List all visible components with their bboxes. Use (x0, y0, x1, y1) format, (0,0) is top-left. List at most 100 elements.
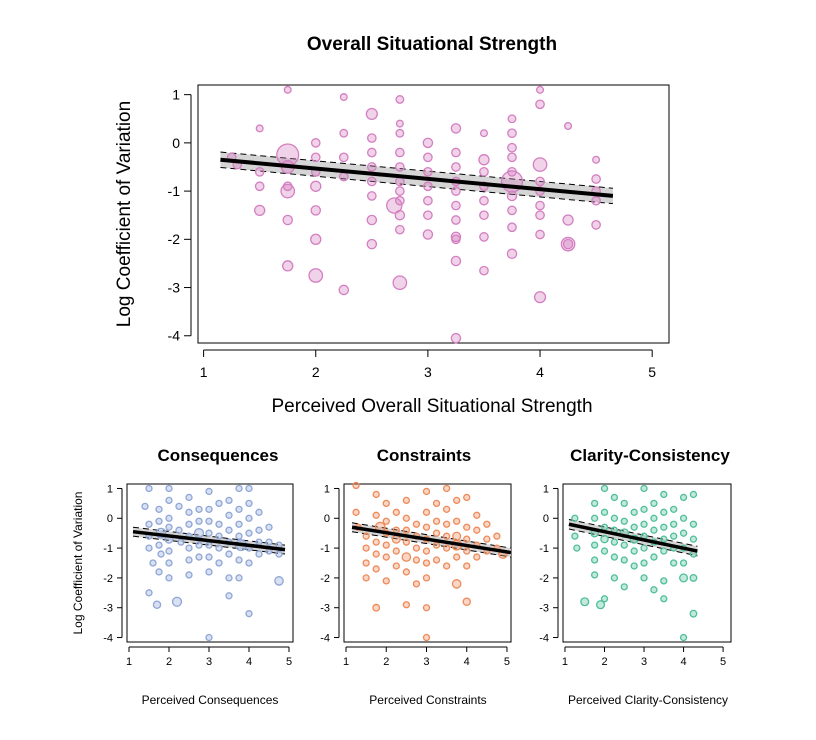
data-point (442, 520, 451, 528)
data-point (450, 332, 462, 344)
regression-line (132, 529, 286, 552)
data-point (600, 595, 609, 603)
data-point (600, 547, 609, 555)
y-tick-label: -3 (168, 279, 181, 295)
data-point (451, 162, 461, 172)
data-point (310, 205, 322, 216)
data-point (451, 215, 461, 225)
data-point (422, 523, 431, 531)
data-point (155, 505, 163, 513)
data-point (670, 532, 678, 540)
data-point (600, 508, 609, 516)
data-point (679, 573, 689, 583)
data-point (660, 547, 668, 555)
data-point (591, 195, 601, 206)
y-tick-label: -4 (103, 632, 113, 644)
data-point (442, 544, 451, 552)
data-point (225, 592, 233, 600)
data-point (235, 505, 243, 513)
data-point (308, 268, 324, 283)
data-point (422, 574, 431, 582)
data-point (506, 248, 518, 260)
data-point (225, 526, 233, 534)
clarity-x-label: Perceived Clarity-Consistency (568, 693, 728, 707)
data-point (479, 195, 489, 206)
data-point (395, 119, 404, 128)
consequences-title: Consequences (158, 446, 279, 465)
x-tick-label: 4 (464, 656, 470, 668)
data-point (152, 600, 162, 609)
data-point (562, 214, 574, 226)
data-point (177, 538, 185, 546)
data-point (423, 166, 433, 177)
data-point (630, 562, 638, 570)
data-point (473, 511, 481, 519)
consequences-panel: Consequences 1 2 3 4 5 1 0 -1 -2 -3 -4 Perceived C… (71, 446, 294, 707)
data-point (362, 559, 370, 567)
data-point (282, 260, 294, 272)
data-point (573, 544, 581, 552)
data-point (422, 229, 434, 240)
data-point (165, 574, 173, 582)
data-point (205, 529, 213, 537)
data-point (145, 484, 153, 493)
data-point (507, 114, 517, 124)
data-point (175, 526, 183, 534)
data-point (650, 514, 658, 522)
y-tick-label: -1 (320, 543, 330, 555)
data-point (571, 532, 579, 540)
data-point (366, 176, 377, 187)
data-point (310, 180, 322, 192)
y-tick-label: -2 (168, 231, 181, 247)
confidence-bound-line (351, 522, 512, 549)
data-point (366, 238, 378, 250)
y-tick-label: -1 (168, 183, 181, 199)
data-point (339, 93, 348, 102)
data-point (155, 541, 163, 549)
data-point (478, 154, 490, 166)
data-point (479, 232, 489, 242)
data-point (255, 124, 264, 133)
data-point (402, 601, 411, 609)
data-point (600, 534, 609, 544)
data-point (338, 171, 349, 182)
data-point (171, 596, 183, 607)
data-point (689, 573, 698, 582)
data-point (195, 505, 203, 513)
data-point (423, 152, 433, 163)
x-axis-label: Perceived Overall Situational Strength (271, 396, 592, 417)
data-point (255, 508, 263, 516)
y-tick-label: 0 (172, 135, 180, 151)
data-point (402, 538, 411, 546)
x-tick-label: 3 (423, 656, 429, 668)
data-point (610, 514, 619, 522)
data-point (451, 200, 461, 211)
data-point (571, 514, 579, 522)
data-point (145, 589, 153, 597)
data-point (394, 209, 406, 221)
data-point (562, 238, 574, 250)
confidence-bound-line (568, 518, 698, 547)
data-point (382, 517, 390, 525)
data-point (402, 526, 411, 534)
data-point (507, 205, 517, 216)
data-point (479, 166, 489, 177)
data-point (205, 487, 213, 496)
data-point (155, 517, 163, 525)
y-tick-label: 0 (543, 513, 549, 525)
data-point (463, 493, 471, 502)
data-point (245, 559, 253, 567)
constraints-x-label: Perceived Constraints (369, 693, 486, 707)
data-point (225, 550, 233, 558)
data-point (610, 538, 619, 546)
x-tick-label: 1 (562, 656, 568, 668)
data-point (205, 553, 213, 561)
data-point (532, 157, 548, 172)
x-tick-label: 1 (126, 656, 132, 668)
data-point (145, 544, 153, 552)
data-point (225, 511, 233, 519)
data-point (463, 535, 471, 543)
consequences-x-label: Perceived Consequences (142, 693, 279, 707)
x-tick-label: 5 (286, 656, 292, 668)
data-point (395, 95, 405, 104)
